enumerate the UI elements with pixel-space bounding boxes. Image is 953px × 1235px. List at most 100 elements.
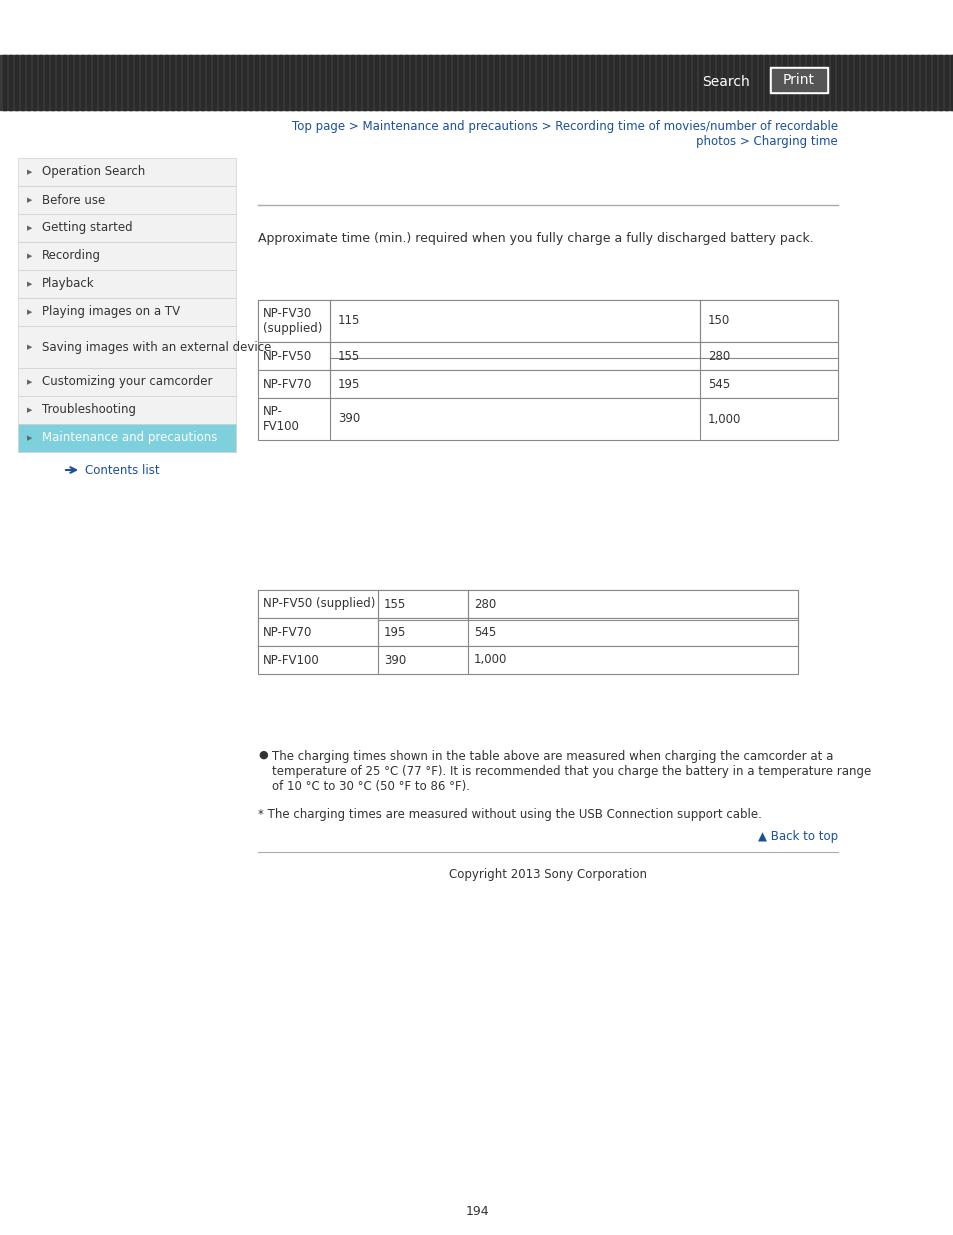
Bar [599,56,605,110]
Bar [39,56,42,110]
Bar [282,56,288,110]
Bar [917,56,923,110]
Bar [785,56,791,110]
Bar [668,56,671,110]
Bar [369,56,372,110]
Bar [51,56,54,110]
Bar [18,368,235,396]
Bar [531,56,534,110]
Bar [629,56,636,110]
Bar [18,424,235,452]
Bar [257,56,264,110]
Bar [168,56,173,110]
Bar [869,56,875,110]
Text: 155: 155 [337,350,360,363]
Text: * The charging times are measured without using the USB Connection support cable: * The charging times are measured withou… [257,808,761,821]
Bar [380,56,384,110]
Bar [257,342,837,370]
Bar [129,56,132,110]
Bar [555,56,558,110]
Bar [291,56,294,110]
Bar [458,56,461,110]
Bar [9,56,12,110]
Text: 194: 194 [465,1205,488,1218]
Text: 195: 195 [337,378,360,390]
Bar [590,56,594,110]
Bar [560,56,563,110]
Bar [769,67,827,93]
Bar [801,56,803,110]
Bar [872,56,875,110]
Bar [759,56,761,110]
Bar [563,56,569,110]
Bar [644,56,647,110]
Bar [213,56,215,110]
Bar [395,56,401,110]
Bar [198,56,204,110]
Bar [840,56,845,110]
Bar [63,56,66,110]
Bar [222,56,228,110]
Bar [42,56,48,110]
Text: Search: Search [701,75,749,89]
Bar [194,56,198,110]
Text: NP-FV50: NP-FV50 [263,350,312,363]
Bar [375,56,377,110]
Text: ▶: ▶ [28,253,32,259]
Bar [317,56,324,110]
Bar [947,56,953,110]
Bar [851,56,857,110]
Bar [612,56,618,110]
Bar [764,56,767,110]
Bar [390,56,395,110]
Bar [722,56,725,110]
Bar [66,56,71,110]
Bar [36,56,42,110]
Bar [701,56,707,110]
Bar [890,56,893,110]
Bar [27,56,30,110]
Bar [54,56,60,110]
Bar [411,56,414,110]
Text: Troubleshooting: Troubleshooting [42,404,136,416]
Bar [534,56,539,110]
Bar [728,56,731,110]
Bar [848,56,851,110]
Text: The charging times shown in the table above are measured when charging the camco: The charging times shown in the table ab… [272,750,870,793]
Bar [497,56,503,110]
Bar [815,56,821,110]
Bar [902,56,905,110]
Bar [92,56,96,110]
Bar [147,56,150,110]
Bar [75,56,78,110]
Bar [18,56,24,110]
Bar [132,56,138,110]
Bar [257,370,837,398]
Bar [416,56,419,110]
Bar [333,56,335,110]
Bar [257,590,797,618]
Bar [327,56,330,110]
Bar [273,56,275,110]
Bar [201,56,204,110]
Text: 155: 155 [384,598,406,610]
Bar [84,56,90,110]
Bar [654,56,659,110]
Bar [893,56,899,110]
Text: ▶: ▶ [28,225,32,231]
Text: Saving images with an external device: Saving images with an external device [42,341,271,353]
Bar [857,56,863,110]
Bar [689,56,696,110]
Text: Copyright 2013 Sony Corporation: Copyright 2013 Sony Corporation [449,868,646,881]
Bar [573,56,576,110]
Bar [746,56,749,110]
Bar [926,56,929,110]
Bar [662,56,665,110]
Bar [749,56,755,110]
Bar [351,56,354,110]
Bar [569,56,576,110]
Text: 280: 280 [707,350,729,363]
Text: ▶: ▶ [28,345,32,350]
Bar [113,56,120,110]
Bar [489,56,492,110]
